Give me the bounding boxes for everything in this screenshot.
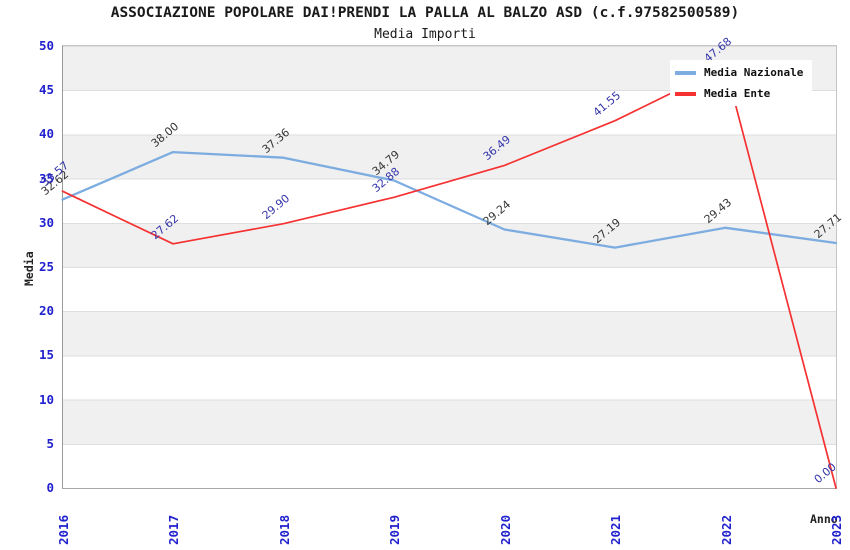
y-tick-label: 35 [38, 170, 54, 186]
y-tick-label: 45 [38, 82, 54, 98]
x-tick-label: 2016 [55, 514, 71, 545]
y-tick-label: 15 [38, 347, 54, 363]
y-tick-label: 10 [38, 391, 54, 407]
legend-item-label: Media Nazionale [704, 66, 804, 79]
y-tick-label: 20 [38, 303, 54, 319]
x-tick-label: 2017 [166, 514, 181, 545]
legend: Media Nazionale Media Ente [670, 60, 812, 106]
legend-item: Media Ente [675, 85, 812, 102]
x-axis-title: Anno [810, 512, 838, 526]
x-tick-label: 2021 [608, 514, 623, 545]
legend-line-swatch [675, 91, 696, 96]
x-tick-label: 2023 [829, 514, 844, 545]
legend-item-label: Media Ente [704, 87, 771, 100]
plot-area [62, 45, 837, 489]
y-tick-label: 0 [46, 480, 54, 495]
x-tick-label: 2020 [497, 514, 513, 545]
chart-subtitle: Media Importi [374, 27, 476, 42]
x-tick-label: 2022 [718, 514, 734, 545]
x-tick-label: 2019 [387, 514, 402, 545]
y-tick-label: 5 [46, 435, 54, 451]
y-tick-label: 25 [38, 259, 54, 274]
legend-line-swatch [675, 70, 696, 75]
y-tick-label: 50 [38, 38, 54, 53]
x-tick-label: 2018 [276, 514, 292, 545]
legend-item: Media Nazionale [675, 64, 812, 81]
chart-title: ASSOCIAZIONE POPOLARE DAI!PRENDI LA PALL… [110, 5, 740, 21]
y-tick-label: 30 [38, 214, 54, 230]
y-tick-label: 40 [38, 126, 54, 142]
